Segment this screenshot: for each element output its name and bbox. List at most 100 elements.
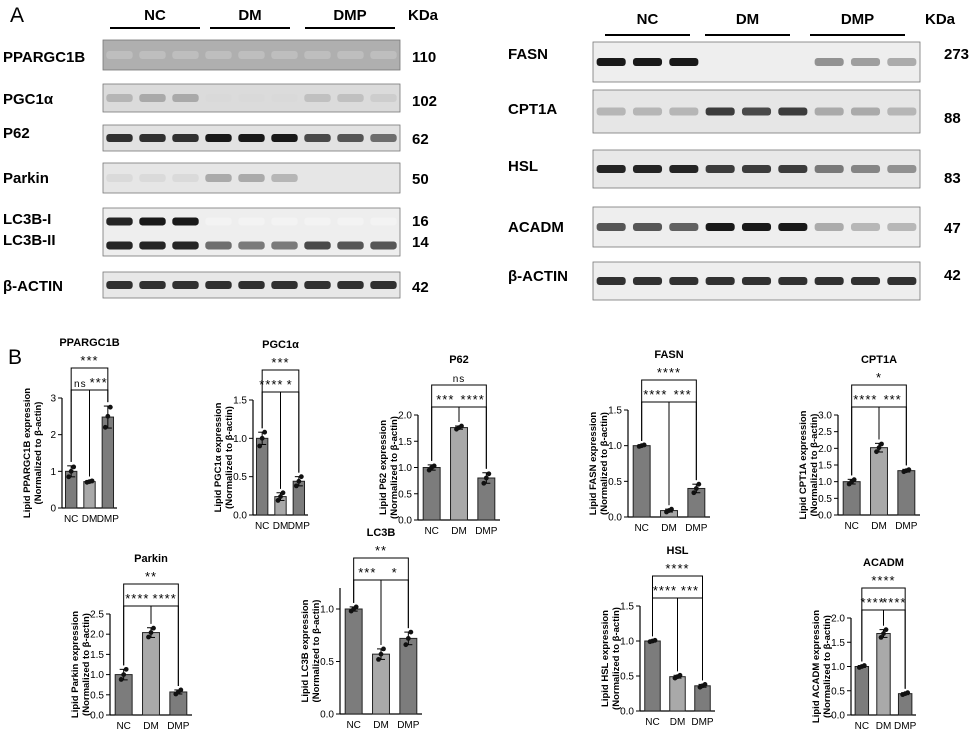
significance-label: * bbox=[392, 565, 398, 580]
significance-bracket bbox=[280, 391, 300, 489]
data-point bbox=[879, 441, 884, 447]
band bbox=[778, 223, 808, 231]
band bbox=[632, 107, 663, 116]
y-tick-label: 2 bbox=[50, 430, 56, 441]
data-point bbox=[280, 490, 286, 496]
band bbox=[850, 58, 881, 66]
y-tick-label: 1.5 bbox=[90, 650, 104, 661]
y-axis-label-line: Lipid HSL expression bbox=[600, 610, 611, 707]
x-tick-label: DM bbox=[82, 514, 98, 525]
band bbox=[596, 58, 626, 66]
significance-label: *** bbox=[674, 387, 692, 402]
chart-title: CPT1A bbox=[861, 354, 897, 366]
kda-label: 102 bbox=[412, 93, 437, 110]
blot-row: FASN 273 bbox=[508, 41, 969, 83]
data-point bbox=[68, 468, 74, 474]
y-tick-label: 2.0 bbox=[818, 444, 832, 455]
band bbox=[271, 174, 298, 182]
bar bbox=[142, 632, 160, 716]
significance-label: **** bbox=[461, 392, 485, 407]
blot-row: β-ACTIN 42 bbox=[3, 271, 429, 299]
band bbox=[741, 165, 772, 173]
y-axis-label-line: (Normalized to β-actin) bbox=[822, 615, 833, 718]
y-tick-label: 2.5 bbox=[90, 610, 104, 621]
band bbox=[337, 94, 364, 102]
data-point bbox=[883, 627, 889, 633]
y-tick-label: 1.5 bbox=[608, 406, 622, 417]
bar bbox=[169, 691, 188, 716]
y-axis-label-line: Lipid P62 expression bbox=[378, 420, 389, 515]
band bbox=[205, 174, 232, 182]
significance-label: **** bbox=[153, 591, 177, 606]
band bbox=[337, 51, 364, 59]
data-point bbox=[641, 442, 647, 448]
band bbox=[205, 217, 232, 226]
y-tick-label: 1.0 bbox=[398, 463, 412, 474]
significance-label: *** bbox=[80, 353, 98, 368]
band bbox=[370, 217, 397, 226]
blot-row: LC3B-I LC3B-II 16 14 bbox=[3, 207, 429, 257]
group-label: DMP bbox=[333, 7, 366, 24]
band bbox=[850, 165, 881, 173]
data-point bbox=[874, 449, 879, 455]
band bbox=[238, 174, 265, 182]
y-axis-label: Lipid HSL expression(Normalized to β-act… bbox=[600, 607, 622, 710]
band bbox=[238, 241, 265, 250]
band bbox=[705, 223, 735, 231]
band bbox=[139, 51, 166, 59]
data-point bbox=[293, 483, 299, 489]
y-tick-label: 0.5 bbox=[818, 494, 832, 505]
band bbox=[304, 217, 331, 226]
significance-bracket bbox=[353, 557, 409, 629]
y-tick-label: 0.5 bbox=[320, 657, 334, 668]
data-point bbox=[118, 677, 124, 682]
y-tick-label: 2.5 bbox=[818, 427, 832, 438]
band bbox=[778, 107, 808, 116]
band bbox=[887, 165, 917, 173]
group-label: NC bbox=[144, 7, 166, 24]
y-axis-label: Lipid PGC1α expression(Normalized to β-a… bbox=[213, 402, 235, 512]
x-tick-label: NC bbox=[424, 526, 438, 537]
band bbox=[139, 217, 166, 226]
x-tick-label: DM bbox=[143, 721, 159, 730]
significance-label: **** bbox=[882, 595, 906, 610]
y-axis-label-line: (Normalized to β-actin) bbox=[599, 412, 610, 515]
y-tick-label: 0.0 bbox=[398, 516, 412, 527]
significance-label: *** bbox=[271, 355, 289, 370]
band bbox=[238, 51, 265, 59]
bar bbox=[876, 633, 891, 716]
band bbox=[172, 51, 199, 59]
band bbox=[850, 223, 881, 231]
significance-label: ns bbox=[74, 379, 87, 390]
protein-label: β-ACTIN bbox=[3, 278, 63, 295]
data-point bbox=[275, 498, 281, 503]
band bbox=[632, 277, 663, 285]
band bbox=[139, 174, 166, 182]
significance-label: ** bbox=[375, 543, 387, 558]
x-tick-label: NC bbox=[64, 514, 78, 525]
band bbox=[814, 223, 844, 231]
band bbox=[205, 241, 232, 250]
band bbox=[850, 107, 881, 116]
blot-row: PGC1α 102 bbox=[3, 83, 437, 113]
data-point bbox=[257, 443, 263, 449]
significance-label: ** bbox=[145, 569, 157, 584]
y-tick-label: 0.0 bbox=[320, 710, 334, 721]
y-axis-label-line: (Normalized to β-actin) bbox=[81, 613, 92, 716]
kda-label: 47 bbox=[944, 220, 961, 237]
band bbox=[172, 217, 199, 226]
data-point bbox=[89, 478, 95, 484]
band bbox=[271, 217, 298, 226]
y-tick-label: 0.5 bbox=[233, 472, 247, 483]
protein-label: β-ACTIN bbox=[508, 268, 568, 285]
chart-title: PGC1α bbox=[262, 339, 299, 351]
significance-bracket bbox=[380, 579, 409, 645]
data-point bbox=[702, 682, 708, 687]
protein-label: FASN bbox=[508, 46, 548, 63]
band bbox=[370, 281, 397, 289]
x-tick-label: DMP bbox=[685, 523, 708, 534]
bar bbox=[372, 653, 390, 715]
band bbox=[172, 241, 199, 250]
y-tick-label: 1.0 bbox=[90, 670, 104, 681]
bar bbox=[83, 481, 96, 509]
